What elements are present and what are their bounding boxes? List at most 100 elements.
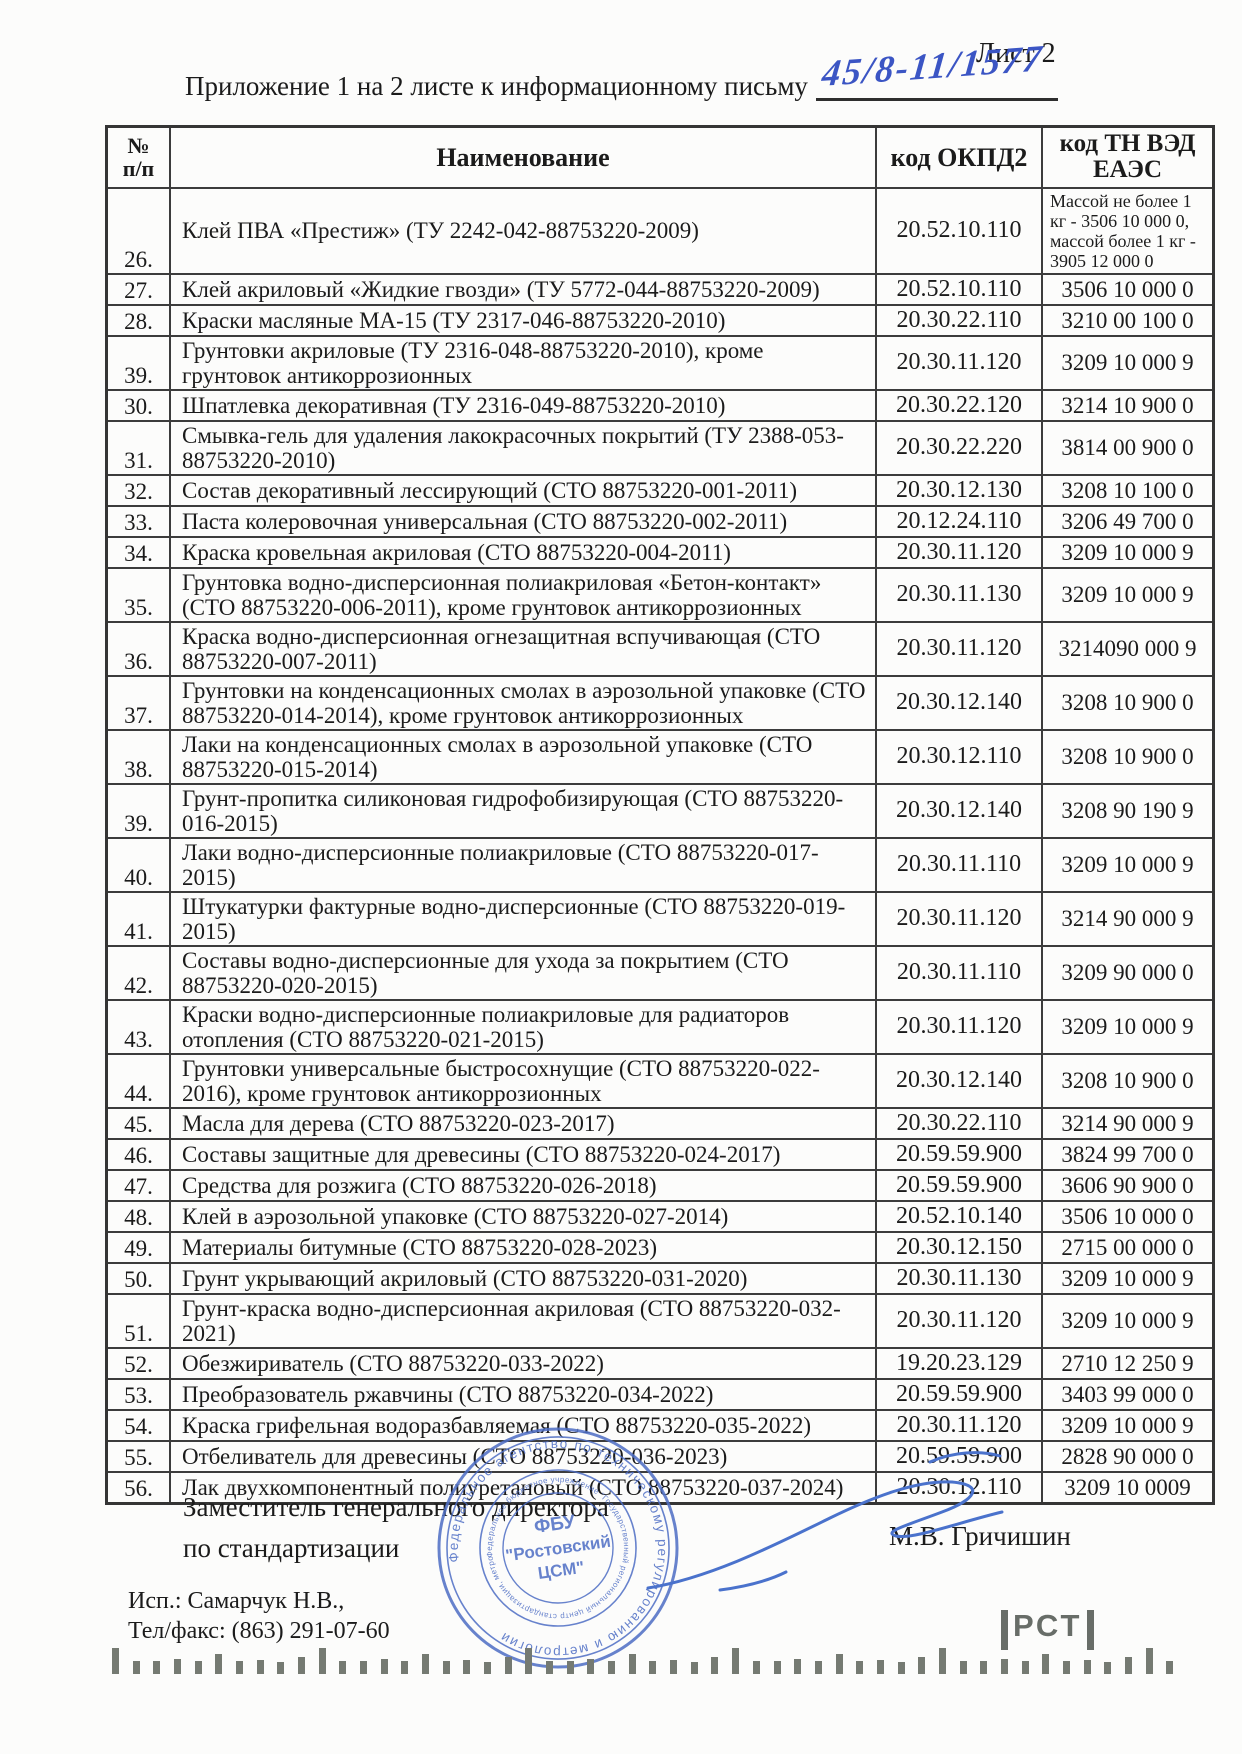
table-row: 33. Паста колеровочная универсальная (СТ… (105, 504, 1215, 538)
row-number: 31. (105, 419, 171, 476)
stamp-center-line3: ЦСМ" (537, 1558, 586, 1583)
tnved-code: 3209 10 000 9 (1041, 334, 1215, 391)
table-row: 36. Краска водно-дисперсионная огнезащит… (105, 620, 1215, 677)
okpd2-code: 20.30.12.140 (875, 1052, 1043, 1109)
okpd2-code: 20.52.10.110 (875, 186, 1043, 275)
okpd2-code: 20.30.12.140 (875, 782, 1043, 839)
okpd2-code: 20.30.11.120 (875, 535, 1043, 569)
table-row: 26. Клей ПВА «Престиж» (ТУ 2242-042-8875… (105, 186, 1215, 275)
appendix-text: Приложение 1 на 2 листе к информационном… (185, 71, 808, 101)
table-row: 43. Краски водно-дисперсионные полиакрил… (105, 998, 1215, 1055)
table-row: 35. Грунтовка водно-дисперсионная полиак… (105, 566, 1215, 623)
row-number: 44. (105, 1052, 171, 1109)
table-row: 52. Обезжириватель (СТО 88753220-033-202… (105, 1346, 1215, 1380)
product-name: Паста колеровочная универсальная (СТО 88… (169, 504, 877, 538)
row-number: 40. (105, 836, 171, 893)
row-number: 39. (105, 782, 171, 839)
okpd2-code: 20.30.22.120 (875, 388, 1043, 422)
table-row: 34. Краска кровельная акриловая (СТО 887… (105, 535, 1215, 569)
stamp-center-line1: ФБУ (533, 1511, 577, 1538)
handwritten-number: 45/8-11/1577 (820, 38, 1046, 95)
row-number: 53. (105, 1377, 171, 1411)
okpd2-code: 20.30.11.130 (875, 1261, 1043, 1295)
tnved-code: 3814 00 900 0 (1041, 419, 1215, 476)
product-name: Обезжириватель (СТО 88753220-033-2022) (169, 1346, 877, 1380)
okpd2-code: 20.30.12.130 (875, 473, 1043, 507)
table-row: 47. Средства для розжига (СТО 88753220-0… (105, 1168, 1215, 1202)
tnved-code: 3214 90 000 9 (1041, 890, 1215, 947)
okpd2-code: 20.30.11.110 (875, 836, 1043, 893)
row-number: 46. (105, 1137, 171, 1171)
tnved-code: Массой не более 1 кг - 3506 10 000 0, ма… (1041, 186, 1215, 275)
product-name: Преобразователь ржавчины (СТО 88753220-0… (169, 1377, 877, 1411)
tnved-code: 2710 12 250 9 (1041, 1346, 1215, 1380)
table-row: 38. Лаки на конденсационных смолах в аэр… (105, 728, 1215, 785)
product-name: Отбеливатель для древесины (СТО 88753220… (169, 1439, 877, 1473)
okpd2-code: 20.30.11.120 (875, 334, 1043, 391)
tnved-code: 3210 00 100 0 (1041, 303, 1215, 337)
row-number: 41. (105, 890, 171, 947)
tnved-code: 3209 90 000 0 (1041, 944, 1215, 1001)
product-name: Краски водно-дисперсионные полиакриловые… (169, 998, 877, 1055)
tnved-code: 2828 90 000 0 (1041, 1439, 1215, 1473)
table-row: 44. Грунтовки универсальные быстросохнущ… (105, 1052, 1215, 1109)
table-row: 27. Клей акриловый «Жидкие гвозди» (ТУ 5… (105, 272, 1215, 306)
tnved-code: 3208 10 900 0 (1041, 728, 1215, 785)
products-table: № п/п Наименование код ОКПД2 код ТН ВЭД … (105, 125, 1215, 1505)
product-name: Масла для дерева (СТО 88753220-023-2017) (169, 1106, 877, 1140)
fill-in-line: 45/8-11/1577 (815, 38, 1058, 101)
okpd2-code: 20.30.12.110 (875, 1470, 1043, 1504)
scan-code-ruler (112, 1644, 1174, 1674)
okpd2-code: 20.30.11.130 (875, 566, 1043, 623)
tnved-code: 3824 99 700 0 (1041, 1137, 1215, 1171)
product-name: Грунтовка водно-дисперсионная полиакрило… (169, 566, 877, 623)
table-row: 56. Лак двухкомпонентный полиуретановый … (105, 1470, 1215, 1504)
signature (646, 1451, 1004, 1592)
table-row: 30. Шпатлевка декоративная (ТУ 2316-049-… (105, 388, 1215, 422)
table-row: 45. Масла для дерева (СТО 88753220-023-2… (105, 1106, 1215, 1140)
table-row: 28. Краски масляные МА-15 (ТУ 2317-046-8… (105, 303, 1215, 337)
tnved-code: 3209 10 000 9 (1041, 1292, 1215, 1349)
okpd2-code: 20.30.11.120 (875, 620, 1043, 677)
table-row: 54. Краска грифельная водоразбавляемая (… (105, 1408, 1215, 1442)
product-name: Шпатлевка декоративная (ТУ 2316-049-8875… (169, 388, 877, 422)
tnved-code: 3606 90 900 0 (1041, 1168, 1215, 1202)
row-number: 47. (105, 1168, 171, 1202)
signer-name: М.В. Гричишин (889, 1521, 1071, 1551)
tnved-code: 3206 49 700 0 (1041, 504, 1215, 538)
row-number: 45. (105, 1106, 171, 1140)
okpd2-code: 20.59.59.900 (875, 1377, 1043, 1411)
rst-right-bar (1087, 1610, 1095, 1650)
column-header-num: № п/п (105, 125, 171, 189)
row-number: 56. (105, 1470, 171, 1504)
row-number: 35. (105, 566, 171, 623)
product-name: Лаки на конденсационных смолах в аэрозол… (169, 728, 877, 785)
okpd2-code: 20.59.59.900 (875, 1168, 1043, 1202)
tnved-code: 3208 10 900 0 (1041, 674, 1215, 731)
tnved-code: 3214 90 000 9 (1041, 1106, 1215, 1140)
row-number: 37. (105, 674, 171, 731)
row-number: 26. (105, 186, 171, 275)
product-name: Лаки водно-дисперсионные полиакриловые (… (169, 836, 877, 893)
okpd2-code: 20.30.22.220 (875, 419, 1043, 476)
table-row: 37. Грунтовки на конденсационных смолах … (105, 674, 1215, 731)
okpd2-code: 20.12.24.110 (875, 504, 1043, 538)
tnved-code: 3214090 000 9 (1041, 620, 1215, 677)
row-number: 39. (105, 334, 171, 391)
row-number: 52. (105, 1346, 171, 1380)
okpd2-code: 20.30.11.120 (875, 1408, 1043, 1442)
row-number: 51. (105, 1292, 171, 1349)
row-number: 36. (105, 620, 171, 677)
tnved-code: 3209 10 000 9 (1041, 1408, 1215, 1442)
okpd2-code: 20.52.10.140 (875, 1199, 1043, 1233)
table-row: 49. Материалы битумные (СТО 88753220-028… (105, 1230, 1215, 1264)
product-name: Грунт-пропитка силиконовая гидрофобизиру… (169, 782, 877, 839)
tnved-code: 2715 00 000 0 (1041, 1230, 1215, 1264)
product-name: Клей ПВА «Престиж» (ТУ 2242-042-88753220… (169, 186, 877, 275)
table-header: № п/п Наименование код ОКПД2 код ТН ВЭД … (105, 125, 1215, 189)
row-number: 50. (105, 1261, 171, 1295)
row-number: 43. (105, 998, 171, 1055)
tnved-code: 3403 99 000 0 (1041, 1377, 1215, 1411)
product-name: Краски масляные МА-15 (ТУ 2317-046-88753… (169, 303, 877, 337)
